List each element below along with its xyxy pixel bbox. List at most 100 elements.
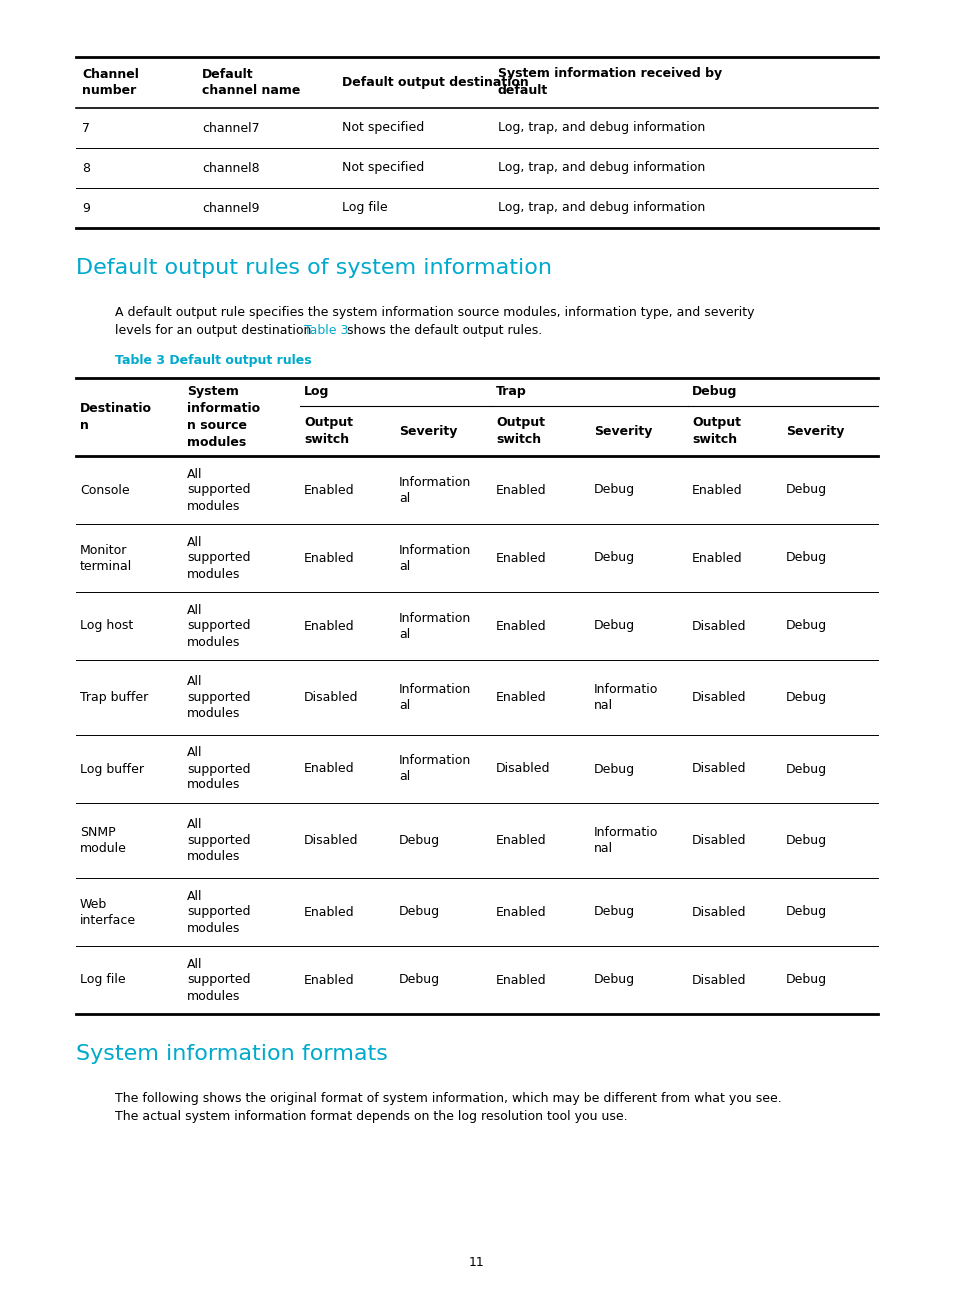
Text: All
supported
modules: All supported modules — [187, 468, 251, 512]
Text: Informatio
nal: Informatio nal — [594, 826, 658, 855]
Text: All
supported
modules: All supported modules — [187, 746, 251, 792]
Text: Log, trap, and debug information: Log, trap, and debug information — [497, 201, 704, 215]
Text: SNMP
module: SNMP module — [80, 826, 127, 855]
Text: Severity: Severity — [594, 425, 652, 438]
Text: Disabled: Disabled — [691, 973, 745, 986]
Text: Disabled: Disabled — [304, 691, 358, 704]
Text: Enabled: Enabled — [496, 691, 546, 704]
Text: Severity: Severity — [398, 425, 456, 438]
Text: Disabled: Disabled — [496, 762, 550, 775]
Text: Enabled: Enabled — [496, 619, 546, 632]
Text: Enabled: Enabled — [304, 483, 355, 496]
Text: Log: Log — [304, 385, 329, 398]
Text: All
supported
modules: All supported modules — [187, 889, 251, 934]
Text: Disabled: Disabled — [691, 835, 745, 848]
Text: Log buffer: Log buffer — [80, 762, 144, 775]
Text: Enabled: Enabled — [496, 973, 546, 986]
Text: Debug: Debug — [785, 762, 826, 775]
Text: All
supported
modules: All supported modules — [187, 675, 251, 721]
Text: Debug: Debug — [398, 973, 439, 986]
Text: Debug: Debug — [398, 906, 439, 919]
Text: Enabled: Enabled — [496, 483, 546, 496]
Text: Information
al: Information al — [398, 754, 471, 784]
Text: Information
al: Information al — [398, 543, 471, 573]
Text: Log host: Log host — [80, 619, 133, 632]
Text: All
supported
modules: All supported modules — [187, 958, 251, 1003]
Text: Information
al: Information al — [398, 683, 471, 712]
Text: 11: 11 — [469, 1256, 484, 1269]
Text: Information
al: Information al — [398, 612, 471, 640]
Text: Disabled: Disabled — [691, 619, 745, 632]
Text: Log, trap, and debug information: Log, trap, and debug information — [497, 122, 704, 135]
Text: Debug: Debug — [785, 619, 826, 632]
Text: Enabled: Enabled — [496, 552, 546, 565]
Text: Web
interface: Web interface — [80, 898, 136, 927]
Text: Log, trap, and debug information: Log, trap, and debug information — [497, 162, 704, 175]
Text: Debug: Debug — [785, 483, 826, 496]
Text: Information
al: Information al — [398, 476, 471, 504]
Text: Enabled: Enabled — [304, 973, 355, 986]
Text: Enabled: Enabled — [304, 906, 355, 919]
Text: System information received by
default: System information received by default — [497, 67, 721, 97]
Text: shows the default output rules.: shows the default output rules. — [342, 324, 541, 337]
Text: Enabled: Enabled — [304, 762, 355, 775]
Text: channel8: channel8 — [202, 162, 259, 175]
Text: Enabled: Enabled — [691, 483, 741, 496]
Text: Enabled: Enabled — [691, 552, 741, 565]
Text: Debug: Debug — [785, 691, 826, 704]
Text: Debug: Debug — [785, 973, 826, 986]
Text: Debug: Debug — [594, 619, 635, 632]
Text: Debug: Debug — [398, 835, 439, 848]
Text: channel9: channel9 — [202, 201, 259, 215]
Text: Default output rules of system information: Default output rules of system informati… — [76, 258, 552, 279]
Text: Output
switch: Output switch — [496, 416, 544, 446]
Text: levels for an output destination.: levels for an output destination. — [115, 324, 319, 337]
Text: Debug: Debug — [594, 483, 635, 496]
Text: Table 3: Table 3 — [303, 324, 348, 337]
Text: The following shows the original format of system information, which may be diff: The following shows the original format … — [115, 1093, 781, 1105]
Text: All
supported
modules: All supported modules — [187, 535, 251, 581]
Text: Monitor
terminal: Monitor terminal — [80, 543, 132, 573]
Text: Console: Console — [80, 483, 130, 496]
Text: Debug: Debug — [594, 552, 635, 565]
Text: 9: 9 — [82, 201, 90, 215]
Text: Default output destination: Default output destination — [341, 76, 528, 89]
Text: Table 3 Default output rules: Table 3 Default output rules — [115, 354, 312, 367]
Text: The actual system information format depends on the log resolution tool you use.: The actual system information format dep… — [115, 1109, 627, 1124]
Text: Not specified: Not specified — [341, 122, 424, 135]
Text: Enabled: Enabled — [304, 619, 355, 632]
Text: 8: 8 — [82, 162, 90, 175]
Text: Output
switch: Output switch — [304, 416, 353, 446]
Text: Enabled: Enabled — [304, 552, 355, 565]
Text: 7: 7 — [82, 122, 90, 135]
Text: Destinatio
n: Destinatio n — [80, 402, 152, 432]
Text: Debug: Debug — [691, 385, 737, 398]
Text: Debug: Debug — [785, 906, 826, 919]
Text: Output
switch: Output switch — [691, 416, 740, 446]
Text: Severity: Severity — [785, 425, 843, 438]
Text: Trap: Trap — [496, 385, 526, 398]
Text: Log file: Log file — [80, 973, 126, 986]
Text: Disabled: Disabled — [691, 762, 745, 775]
Text: Log file: Log file — [341, 201, 387, 215]
Text: Informatio
nal: Informatio nal — [594, 683, 658, 712]
Text: Enabled: Enabled — [496, 906, 546, 919]
Text: All
supported
modules: All supported modules — [187, 818, 251, 863]
Text: Channel
number: Channel number — [82, 67, 139, 97]
Text: Trap buffer: Trap buffer — [80, 691, 148, 704]
Text: Disabled: Disabled — [304, 835, 358, 848]
Text: A default output rule specifies the system information source modules, informati: A default output rule specifies the syst… — [115, 306, 754, 319]
Text: Debug: Debug — [785, 552, 826, 565]
Text: channel7: channel7 — [202, 122, 259, 135]
Text: Enabled: Enabled — [496, 835, 546, 848]
Text: Disabled: Disabled — [691, 691, 745, 704]
Text: Debug: Debug — [594, 762, 635, 775]
Text: Default
channel name: Default channel name — [202, 67, 300, 97]
Text: All
supported
modules: All supported modules — [187, 604, 251, 648]
Text: Debug: Debug — [594, 906, 635, 919]
Text: System
informatio
n source
modules: System informatio n source modules — [187, 385, 260, 448]
Text: System information formats: System information formats — [76, 1045, 388, 1064]
Text: Debug: Debug — [785, 835, 826, 848]
Text: Debug: Debug — [594, 973, 635, 986]
Text: Disabled: Disabled — [691, 906, 745, 919]
